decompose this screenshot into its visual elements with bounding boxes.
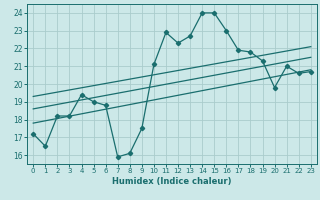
X-axis label: Humidex (Indice chaleur): Humidex (Indice chaleur) — [112, 177, 232, 186]
